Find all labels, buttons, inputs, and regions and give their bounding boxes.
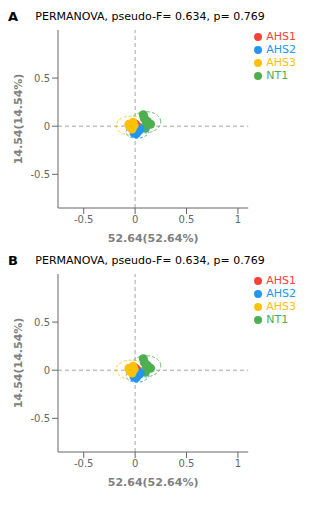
html-text:AHS1: AHS1 xyxy=(266,30,296,43)
svg-text:0.5: 0.5 xyxy=(34,73,50,84)
svg-text:0: 0 xyxy=(132,458,138,469)
svg-text:0.5: 0.5 xyxy=(179,214,195,225)
html-text:NT1: NT1 xyxy=(266,69,289,82)
svg-text:-0.5: -0.5 xyxy=(30,169,50,180)
svg-text:0.5: 0.5 xyxy=(179,458,195,469)
html-text:B: B xyxy=(8,252,18,268)
svg-text:1: 1 xyxy=(235,214,241,225)
svg-text:14.54(14.54%): 14.54(14.54%) xyxy=(12,74,25,165)
svg-text:0: 0 xyxy=(132,214,138,225)
svg-text:0: 0 xyxy=(44,121,50,132)
html-text:AHS1: AHS1 xyxy=(266,274,296,287)
svg-text:0.5: 0.5 xyxy=(34,317,50,328)
svg-text:-0.5: -0.5 xyxy=(74,214,94,225)
html-text:AHS3: AHS3 xyxy=(266,300,296,313)
svg-text:14.54(14.54%): 14.54(14.54%) xyxy=(12,318,25,409)
svg-text:-0.5: -0.5 xyxy=(30,413,50,424)
svg-text:0: 0 xyxy=(44,365,50,376)
html-text:AHS2: AHS2 xyxy=(266,43,296,56)
html-text:A: A xyxy=(8,8,19,24)
html-text:PERMANOVA, pseudo-F= 0.634, p=: PERMANOVA, pseudo-F= 0.634, p= 0.769 xyxy=(35,9,265,23)
svg-text:-0.5: -0.5 xyxy=(74,458,94,469)
html-text:AHS3: AHS3 xyxy=(266,56,296,69)
svg-text:1: 1 xyxy=(235,458,241,469)
html-text:AHS2: AHS2 xyxy=(266,287,296,300)
html-text:NT1: NT1 xyxy=(266,313,289,326)
svg-text:52.64(52.64%): 52.64(52.64%) xyxy=(108,232,199,245)
html-text:PERMANOVA, pseudo-F= 0.634, p=: PERMANOVA, pseudo-F= 0.634, p= 0.769 xyxy=(35,253,265,267)
svg-text:52.64(52.64%): 52.64(52.64%) xyxy=(108,476,199,489)
